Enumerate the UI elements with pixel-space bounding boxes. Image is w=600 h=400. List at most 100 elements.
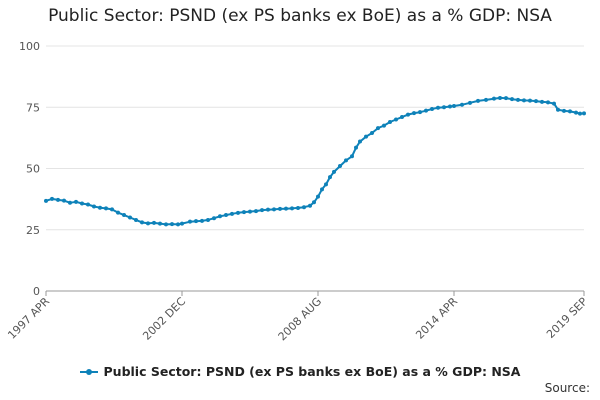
- data-point[interactable]: [562, 108, 566, 113]
- data-point[interactable]: [316, 194, 320, 199]
- data-point[interactable]: [176, 222, 180, 227]
- x-axis: 1997 APR 2002 DEC 2008 AUG 2014 APR 2019 SEP: [5, 291, 590, 343]
- data-point[interactable]: [134, 217, 138, 222]
- data-point[interactable]: [86, 202, 90, 207]
- data-point[interactable]: [582, 111, 586, 116]
- data-point[interactable]: [394, 117, 398, 122]
- data-point[interactable]: [498, 95, 502, 100]
- data-point[interactable]: [98, 205, 102, 210]
- data-point[interactable]: [242, 210, 246, 215]
- data-point[interactable]: [556, 107, 560, 112]
- data-point[interactable]: [436, 105, 440, 110]
- data-point[interactable]: [158, 221, 162, 226]
- data-point[interactable]: [528, 98, 532, 103]
- x-tick-label: 1997 APR: [5, 295, 52, 342]
- data-point[interactable]: [260, 208, 264, 213]
- data-point[interactable]: [452, 104, 456, 109]
- data-point[interactable]: [206, 217, 210, 222]
- data-point[interactable]: [44, 198, 48, 203]
- data-point[interactable]: [328, 175, 332, 180]
- data-point[interactable]: [332, 169, 336, 174]
- data-point[interactable]: [200, 218, 204, 223]
- data-point[interactable]: [388, 119, 392, 124]
- legend[interactable]: Public Sector: PSND (ex PS banks ex BoE)…: [0, 364, 600, 380]
- data-point[interactable]: [140, 220, 144, 225]
- data-point[interactable]: [370, 130, 374, 135]
- data-point[interactable]: [50, 196, 54, 201]
- y-tick-label: 50: [26, 163, 40, 176]
- data-point[interactable]: [212, 216, 216, 221]
- data-point[interactable]: [460, 102, 464, 107]
- data-point[interactable]: [448, 104, 452, 109]
- data-point[interactable]: [110, 207, 114, 212]
- data-point[interactable]: [92, 204, 96, 209]
- data-point[interactable]: [296, 205, 300, 210]
- data-point[interactable]: [62, 198, 66, 203]
- series-layer: [44, 95, 586, 227]
- data-point[interactable]: [430, 106, 434, 111]
- data-point[interactable]: [194, 219, 198, 224]
- data-point[interactable]: [552, 101, 556, 106]
- data-point[interactable]: [80, 201, 84, 206]
- data-point[interactable]: [418, 110, 422, 115]
- data-point[interactable]: [468, 100, 472, 105]
- data-point[interactable]: [170, 222, 174, 227]
- data-point[interactable]: [164, 222, 168, 227]
- data-point[interactable]: [510, 97, 514, 102]
- data-point[interactable]: [74, 199, 78, 204]
- data-point[interactable]: [248, 209, 252, 214]
- data-point[interactable]: [568, 109, 572, 114]
- data-point[interactable]: [320, 187, 324, 192]
- data-point[interactable]: [504, 96, 508, 101]
- data-point[interactable]: [152, 220, 156, 225]
- data-point[interactable]: [128, 215, 132, 220]
- data-point[interactable]: [540, 99, 544, 104]
- data-point[interactable]: [442, 105, 446, 110]
- data-point[interactable]: [308, 203, 312, 208]
- x-tick-label: 2002 DEC: [140, 295, 188, 343]
- data-point[interactable]: [344, 158, 348, 163]
- data-point[interactable]: [376, 126, 380, 131]
- data-point[interactable]: [484, 97, 488, 102]
- data-point[interactable]: [278, 206, 282, 211]
- data-point[interactable]: [406, 112, 410, 117]
- data-point[interactable]: [236, 210, 240, 215]
- data-point[interactable]: [424, 108, 428, 113]
- data-point[interactable]: [56, 197, 60, 202]
- data-point[interactable]: [354, 145, 358, 150]
- data-point[interactable]: [358, 139, 362, 144]
- data-point[interactable]: [364, 134, 368, 139]
- data-point[interactable]: [534, 99, 538, 104]
- data-point[interactable]: [382, 123, 386, 128]
- data-point[interactable]: [188, 219, 192, 224]
- data-point[interactable]: [122, 213, 126, 218]
- data-point[interactable]: [522, 98, 526, 103]
- data-point[interactable]: [272, 207, 276, 212]
- data-point[interactable]: [338, 164, 342, 169]
- data-point[interactable]: [574, 110, 578, 115]
- data-point[interactable]: [254, 209, 258, 214]
- data-point[interactable]: [492, 96, 496, 101]
- data-point[interactable]: [284, 206, 288, 211]
- data-point[interactable]: [218, 214, 222, 219]
- data-point[interactable]: [104, 206, 108, 211]
- data-point[interactable]: [180, 221, 184, 226]
- data-point[interactable]: [546, 100, 550, 105]
- data-point[interactable]: [324, 182, 328, 187]
- series-line: [45, 96, 585, 226]
- data-point[interactable]: [350, 154, 354, 159]
- data-point[interactable]: [400, 115, 404, 120]
- data-point[interactable]: [412, 111, 416, 116]
- data-point[interactable]: [230, 211, 234, 216]
- data-point[interactable]: [312, 200, 316, 205]
- data-point[interactable]: [116, 210, 120, 215]
- data-point[interactable]: [146, 221, 150, 226]
- data-point[interactable]: [516, 97, 520, 102]
- data-point[interactable]: [68, 200, 72, 205]
- data-point[interactable]: [290, 206, 294, 211]
- data-point[interactable]: [266, 207, 270, 212]
- data-point[interactable]: [224, 213, 228, 218]
- data-point[interactable]: [302, 205, 306, 210]
- data-point[interactable]: [578, 111, 582, 116]
- data-point[interactable]: [476, 98, 480, 103]
